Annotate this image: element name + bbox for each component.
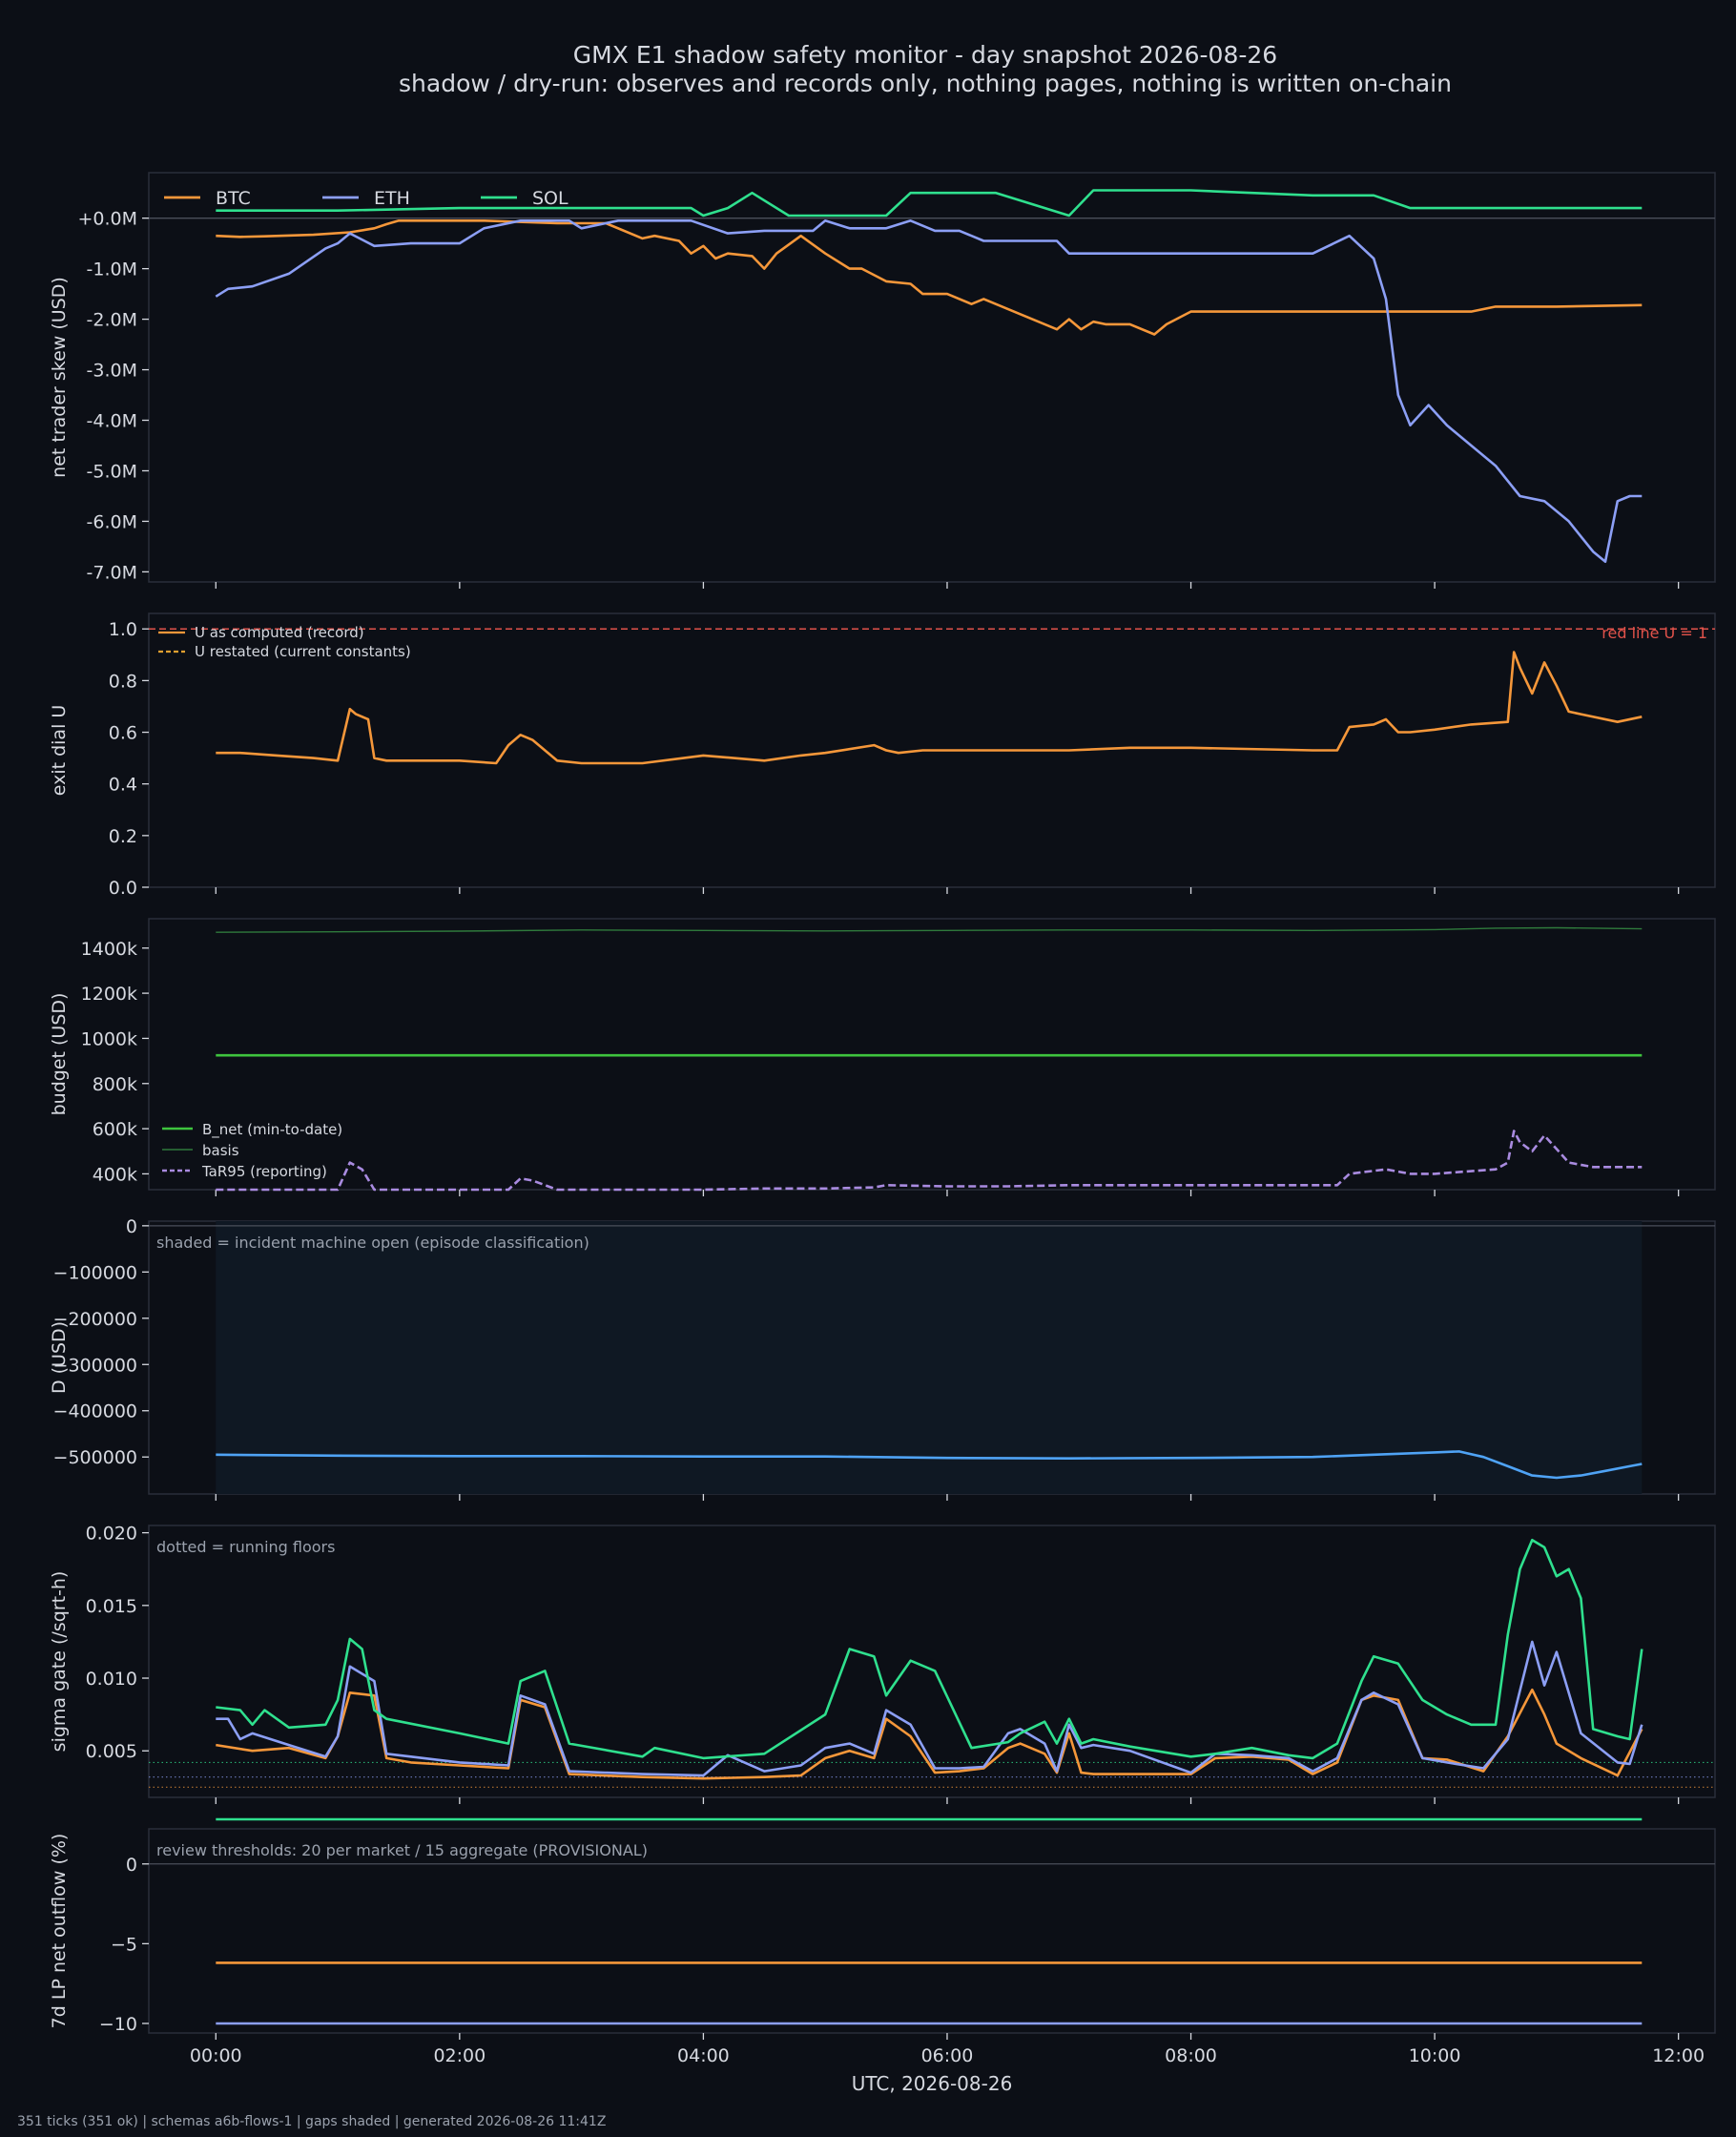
chart-title: GMX E1 shadow safety monitor - day snaps… [573, 41, 1277, 69]
y-axis-label: D (USD) [49, 1321, 70, 1394]
x-tick-label: 10:00 [1409, 2045, 1461, 2066]
y-tick-label: 0.010 [86, 1669, 137, 1690]
legend-label: SOL [532, 188, 568, 209]
red-line-annotation: red line U = 1 [1602, 624, 1707, 642]
legend-label: U as computed (record) [195, 624, 364, 641]
plot-area [148, 172, 1716, 583]
y-tick-label: 0.005 [86, 1741, 137, 1762]
series-sol [216, 189, 1643, 218]
y-axis-label: budget (USD) [49, 993, 70, 1116]
legend-label: U restated (current constants) [195, 643, 411, 660]
y-tick-label: −300000 [53, 1355, 137, 1376]
x-tick-label: 00:00 [190, 2045, 242, 2066]
y-tick-label: -1.0M [87, 259, 137, 280]
incident-shade [216, 1221, 1643, 1494]
y-tick-label: −10 [99, 2014, 137, 2035]
panel-3: 400k 600k 800k 1000k 1200k 1400k budget (USD) B… [49, 918, 1716, 1196]
legend-label: BTC [216, 188, 251, 209]
y-tick-label: 0.2 [109, 826, 137, 847]
legend-label: ETH [374, 188, 410, 209]
y-tick-label: −500000 [53, 1447, 137, 1468]
panel-1: +0.0M -1.0M -2.0M -3.0M -4.0M -5.0M -6.0M -7.0M… [49, 172, 1716, 589]
y-tick-label: −200000 [53, 1309, 137, 1330]
x-axis-label: UTC, 2026-08-26 [852, 2072, 1013, 2095]
y-tick-label: -3.0M [87, 361, 137, 382]
series-eth [215, 219, 1643, 564]
y-tick-label: 0.6 [109, 723, 137, 744]
y-axis-label: 7d LP net outflow (%) [49, 1834, 70, 2029]
plot-area [148, 1525, 1716, 1798]
y-tick-label: 400k [93, 1164, 137, 1185]
x-tick-label: 04:00 [677, 2045, 730, 2066]
series-eth [216, 1640, 1643, 1777]
legend-label: TaR95 (reporting) [201, 1163, 327, 1180]
panel-annotation: dotted = running floors [156, 1538, 335, 1556]
y-tick-label: -2.0M [87, 310, 137, 331]
series-u-as-computed-record- [216, 651, 1643, 765]
panel-annotation: review thresholds: 20 per market / 15 ag… [156, 1841, 648, 1859]
panel-5: 0.005 0.010 0.015 0.020 sigma gate (/sqrt-h)… [49, 1524, 1716, 1804]
y-tick-label: 0 [126, 1216, 137, 1237]
panel-6: 0 −5 −10 00:00 02:00 04:00 06:00 08:00 10:00 12:0… [49, 1817, 1716, 2066]
y-tick-label: 1000k [81, 1028, 137, 1049]
x-tick-label: 06:00 [921, 2045, 974, 2066]
y-axis-label: exit dial U [49, 705, 70, 797]
x-tick-label: 08:00 [1165, 2045, 1217, 2066]
y-tick-label: 1200k [81, 984, 137, 1005]
x-tick-label: 02:00 [433, 2045, 486, 2066]
series-d [216, 1450, 1643, 1480]
y-axis-label: net trader skew (USD) [49, 277, 70, 478]
panels: +0.0M -1.0M -2.0M -3.0M -4.0M -5.0M -6.0M -7.0M… [49, 172, 1716, 2066]
y-tick-label: 0.0 [109, 878, 137, 899]
series-basis [216, 926, 1643, 933]
y-axis-label: sigma gate (/sqrt-h) [49, 1571, 70, 1753]
series-sol [216, 1538, 1643, 1760]
y-tick-label: 600k [93, 1119, 137, 1140]
panel-annotation: shaded = incident machine open (episode … [156, 1234, 589, 1252]
y-tick-label: 1.0 [109, 619, 137, 640]
series-tar95-reporting- [216, 1130, 1643, 1192]
legend-label: B_net (min-to-date) [202, 1121, 342, 1139]
panel-4: 0 −100000 −200000 −300000 −400000 −500000 D (U… [49, 1216, 1716, 1501]
series-btc [216, 219, 1643, 336]
y-tick-label: -7.0M [87, 562, 137, 583]
footer-status: 351 ticks (351 ok) | schemas a6b-flows-1… [17, 2114, 606, 2129]
y-tick-label: 0 [126, 1855, 137, 1876]
legend-label: basis [202, 1142, 239, 1159]
y-tick-label: 0.015 [86, 1596, 137, 1617]
panel-2: 0.0 0.2 0.4 0.6 0.8 1.0 exit dial U red line U … [49, 612, 1716, 899]
y-tick-label: -4.0M [87, 411, 137, 432]
y-tick-label: 0.8 [109, 671, 137, 692]
chart-subtitle: shadow / dry-run: observes and records o… [399, 70, 1452, 97]
y-tick-label: −5 [111, 1934, 137, 1955]
plot-area [148, 1828, 1716, 2034]
y-tick-label: -5.0M [87, 461, 137, 482]
y-tick-label: -6.0M [87, 511, 137, 532]
y-tick-label: 0.020 [86, 1524, 137, 1545]
y-tick-label: 1400k [81, 939, 137, 960]
y-tick-label: −400000 [53, 1401, 137, 1422]
y-tick-label: 0.4 [109, 775, 137, 796]
y-tick-label: +0.0M [77, 209, 137, 230]
y-tick-label: −100000 [53, 1262, 137, 1283]
y-tick-label: 800k [93, 1074, 137, 1095]
x-tick-label: 12:00 [1652, 2045, 1705, 2066]
